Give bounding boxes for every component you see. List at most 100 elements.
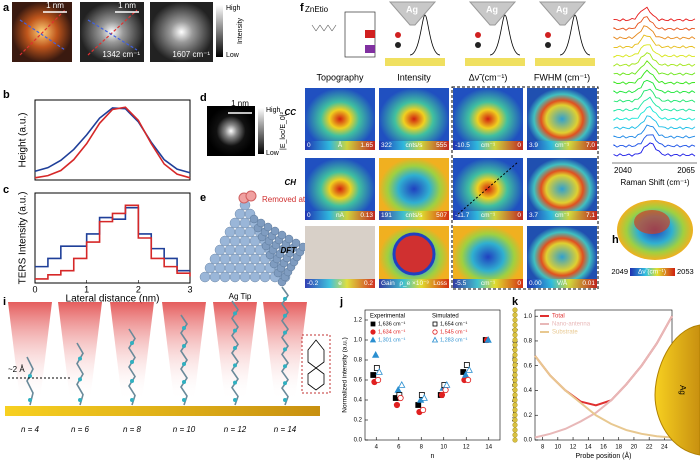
y-axis-label: Normalized intensity (a.u.) <box>342 337 349 413</box>
data-line <box>35 204 191 280</box>
legend-marker <box>369 336 377 343</box>
electrode <box>365 45 375 53</box>
atom <box>270 226 280 236</box>
legend-title: Simulated <box>432 314 459 320</box>
legend-marker <box>431 336 439 343</box>
map <box>379 88 449 150</box>
colorbar <box>630 268 675 276</box>
atom <box>283 364 287 369</box>
row-label: DFT <box>280 246 297 255</box>
atom <box>182 398 186 402</box>
spectrum <box>613 60 696 76</box>
molecule-chain <box>76 342 84 406</box>
map <box>527 88 597 150</box>
spectrum <box>613 44 696 58</box>
marker <box>438 391 446 399</box>
x-axis-label: n <box>431 453 435 460</box>
y-tick-label: 1.0 <box>354 338 363 344</box>
molecule-chain <box>180 314 188 406</box>
atom <box>259 271 271 283</box>
plot-frame <box>34 99 191 181</box>
field-image <box>207 106 255 156</box>
colorbar <box>258 108 264 154</box>
atom <box>233 328 237 333</box>
x-tick-label: 22 <box>646 445 653 451</box>
label: n = 8 <box>123 425 142 434</box>
atom <box>78 398 82 402</box>
data-line <box>34 107 191 174</box>
x-tick-label: 8 <box>541 445 545 451</box>
field-glow <box>8 302 52 400</box>
substrate-atom <box>512 317 518 323</box>
legend-title: Experimental <box>370 314 405 320</box>
scale-unit: nA <box>336 212 345 219</box>
atom <box>233 363 237 368</box>
atom <box>249 271 261 283</box>
label: 1607 cm⁻¹ <box>172 50 210 59</box>
x-tick-label: 24 <box>661 445 668 451</box>
atom <box>283 381 287 386</box>
plot-frame <box>34 192 191 284</box>
molecule-sketch <box>315 24 321 32</box>
label: High <box>226 5 241 12</box>
panel-letter: d <box>200 92 207 104</box>
x-tick-label: 3 <box>187 284 192 294</box>
substrate-atom <box>512 397 518 403</box>
y-tick-label: 0.6 <box>354 378 363 384</box>
label: 2049 <box>611 267 628 276</box>
substrate-atom <box>512 407 518 413</box>
scale-strip <box>379 279 449 288</box>
scale-max: 7.1 <box>586 212 595 219</box>
atom <box>214 262 226 274</box>
molecule-chain <box>231 300 239 406</box>
label: 1342 cm⁻¹ <box>102 50 140 59</box>
substrate-atom <box>512 332 518 338</box>
atom <box>219 253 231 265</box>
label: 2065 <box>677 166 695 175</box>
label: Raman Shift (cm⁻¹) <box>620 178 689 187</box>
map <box>527 158 597 220</box>
substrate-atom <box>512 347 518 353</box>
label: Intensity <box>237 17 244 44</box>
substrate <box>5 406 320 416</box>
atom <box>182 362 186 366</box>
x-tick-label: 18 <box>615 445 622 451</box>
column-header: Δν̃ (cm⁻¹) <box>469 72 508 82</box>
scale-max: 555 <box>436 142 447 149</box>
substrate-atom <box>512 417 518 423</box>
marker <box>461 370 470 378</box>
data-line <box>34 106 191 179</box>
atom <box>233 398 237 402</box>
x-tick-label: 14 <box>585 445 592 451</box>
surface-3d <box>634 210 670 234</box>
spectrum <box>613 96 696 112</box>
y-tick-label: 1.2 <box>354 318 363 324</box>
atom <box>28 398 32 402</box>
substrate-atom <box>512 357 518 363</box>
scale-max: 0 <box>517 212 521 219</box>
scale-bar-label: 1 nm <box>118 1 136 10</box>
atom <box>249 214 259 224</box>
label: n = 6 <box>71 425 90 434</box>
atom <box>199 271 211 283</box>
scale-min: 0 <box>307 142 311 149</box>
scale-bar-label: 1 nm <box>46 1 64 10</box>
atom <box>239 217 251 229</box>
atom <box>233 311 237 316</box>
label: 2040 <box>614 166 632 175</box>
substrate-atom <box>512 307 518 313</box>
spectrum <box>613 115 696 130</box>
y-tick-label: 1.0 <box>524 314 533 320</box>
ag-tip <box>654 324 700 456</box>
marker <box>370 372 377 378</box>
tip-sketch <box>468 1 517 26</box>
scale-min: 3.7 <box>529 212 538 219</box>
scale-strip <box>453 279 523 288</box>
scale-strip <box>305 211 375 220</box>
y-tick-label: 0.0 <box>524 438 533 444</box>
x-axis-label: Probe position (Å) <box>575 451 631 460</box>
panel-letter: k <box>512 296 519 308</box>
x-tick-label: 20 <box>631 445 638 451</box>
removed-atom <box>245 190 257 202</box>
scale-min: 191 <box>381 212 392 219</box>
